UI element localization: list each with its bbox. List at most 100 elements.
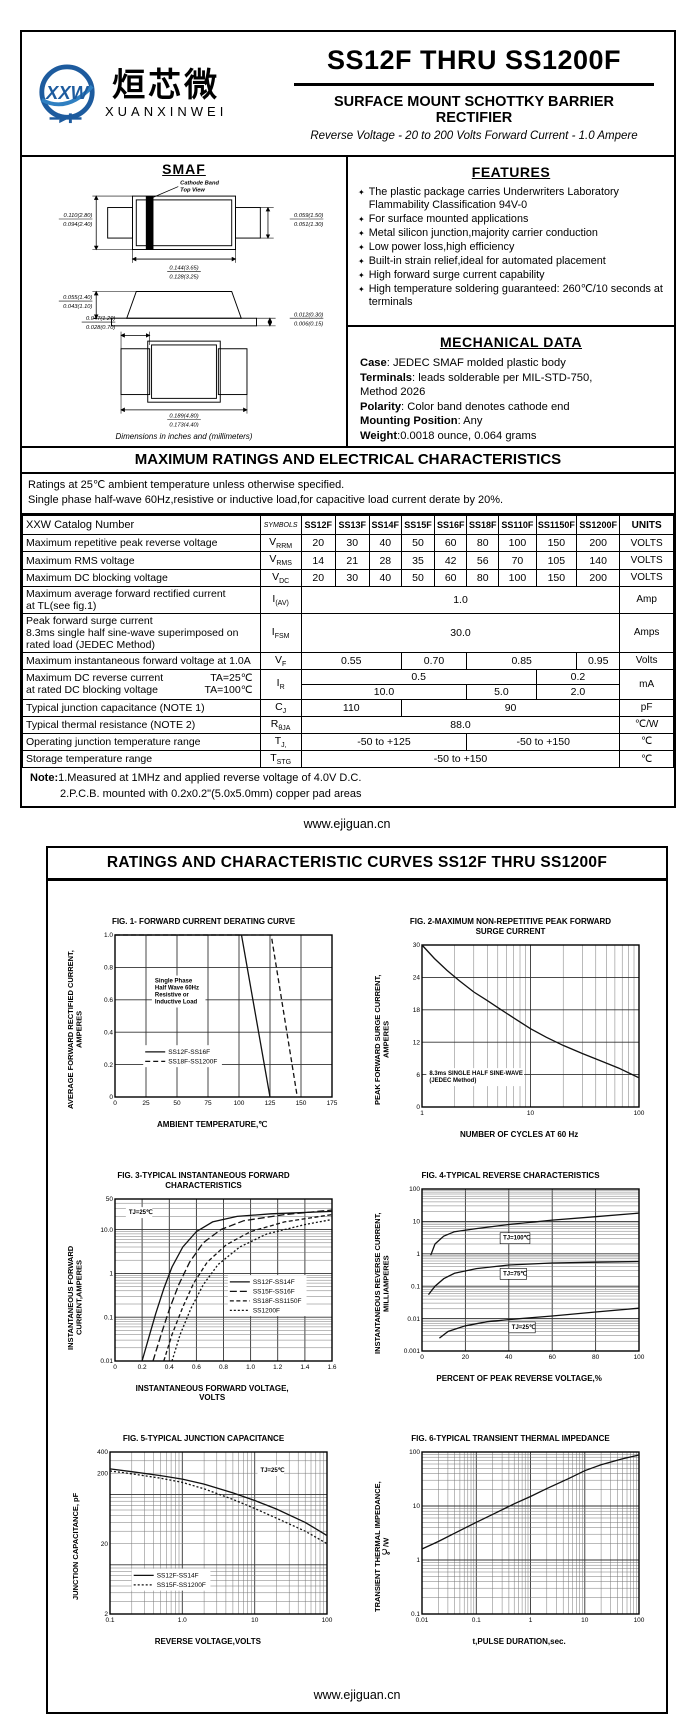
logo-icon: XXW <box>39 64 95 123</box>
value-cell: 0.2 <box>535 668 621 685</box>
series-transient-thermal-impedance <box>421 1454 639 1550</box>
row-symbol: TJ, <box>259 732 302 752</box>
fig2-title: FIG. 2-MAXIMUM NON-REPETITIVE PEAK FORWA… <box>409 917 612 936</box>
annotation-text: Single Phase <box>155 979 193 985</box>
x-tick-label: 10 <box>581 1617 589 1624</box>
series-SS12F-SS14F <box>110 1468 328 1537</box>
fig4-y-axis-label: INSTANTANEOUS REVERSE CURRENT, MILLIAMPE… <box>373 1212 391 1354</box>
y-tick-label: 10 <box>412 1219 420 1226</box>
row-label: Maximum RMS voltage <box>22 551 261 570</box>
fig4-figure: FIG. 4-TYPICAL REVERSE CHARACTERISTICS IN… <box>373 1171 646 1402</box>
fig3-x-axis-label: INSTANTANEOUS FORWARD VOLTAGE, VOLTS <box>135 1384 289 1402</box>
fig5-y-axis-label: JUNCTION CAPACITANCE, pF <box>70 1492 80 1600</box>
row-unit: VOLTS <box>619 568 674 587</box>
legend-label: SS1200F <box>252 1308 279 1315</box>
condition-line: Single phase half-wave 60Hz,resistive or… <box>28 494 504 507</box>
fig6-figure: FIG. 6-TYPICAL TRANSIENT THERMAL IMPEDAN… <box>373 1434 646 1646</box>
value-cell: 56 <box>466 551 500 570</box>
mechanical-lines: Case: JEDEC SMAF molded plastic body Term… <box>360 356 662 443</box>
x-tick-label: 0.01 <box>415 1617 428 1624</box>
fig1-chart: 0 25 50 75 100 125 150 175 0 0.2 0.4 0.6 0.8 1.0 SS12F… <box>104 932 338 1107</box>
value-cell: -50 to +150 <box>300 750 621 769</box>
annotation-text: (JEDEC Method) <box>429 1078 476 1084</box>
value-cell: 200 <box>576 568 621 587</box>
dim-label: 0.173(4.40) <box>169 423 198 427</box>
x-tick-label: 10 <box>527 1110 535 1117</box>
x-tick-label: 1.2 <box>273 1364 282 1371</box>
value-cell: 42 <box>434 551 468 570</box>
annotation-text: Resistive or <box>155 993 190 999</box>
annotation-text: TJ=25℃ <box>128 1209 152 1216</box>
row-symbol: VDC <box>259 568 302 587</box>
x-tick-label: 0.1 <box>106 1617 115 1624</box>
row-symbol: VRRM <box>259 534 302 553</box>
fig6-x-axis-label: t,PULSE DURATION,sec. <box>472 1637 566 1646</box>
smaf-outline-drawing: Cathode Band Top View 0.110(2.80) 0.094(2… <box>58 181 323 429</box>
fig1-title: FIG. 1- FORWARD CURRENT DERATING CURVE <box>111 917 296 926</box>
package-outline-panel: SMAF Cathode Band Top View 0.110(2.80) 0.… <box>22 157 348 446</box>
table-row: Maximum average forward rectified curren… <box>22 585 674 614</box>
fig6-y-axis-label: TRANSIENT THERMAL IMPEDANCE, ℃/W <box>373 1480 391 1612</box>
fig1-x-axis-label: AMBIENT TEMPERATURE,℃ <box>157 1120 268 1129</box>
y-tick-label: 24 <box>412 975 420 982</box>
dim-label: 0.189(4.80) <box>169 414 198 420</box>
value-cell: -50 to +150 <box>466 732 621 752</box>
y-tick-label: 1 <box>416 1557 420 1564</box>
annotation-box <box>499 1232 530 1245</box>
diode-symbol-icon <box>49 112 82 123</box>
row-unit: pF <box>619 698 674 717</box>
x-tick-label: 1.4 <box>300 1364 309 1371</box>
legend-label: SS12F-SS16F <box>168 1049 210 1056</box>
value-cell: 150 <box>535 534 578 553</box>
fig3-chart: 0 0.2 0.4 0.6 0.8 1.0 1.2 1.4 1.6 0.01 0.1 1 10.0 50 S… <box>100 1196 337 1371</box>
row-unit: Volts <box>619 651 674 670</box>
value-cell: 21 <box>334 551 370 570</box>
website-footer-2: www.ejiguan.cn <box>313 1688 401 1702</box>
value-cell: 88.0 <box>300 715 621 734</box>
x-tick-label: 80 <box>592 1354 600 1361</box>
x-tick-label: 50 <box>173 1100 181 1107</box>
x-tick-label: 1.0 <box>246 1364 255 1371</box>
dim-label: 0.144(3.65) <box>169 266 198 272</box>
row-label: Maximum DC blocking voltage <box>22 568 261 587</box>
x-tick-label: 1 <box>420 1110 424 1117</box>
series-surge-current <box>421 944 639 1079</box>
feature-item: ✦ For surface mounted applications <box>358 213 529 226</box>
series-SS12F-SS14F <box>141 1210 332 1362</box>
fig3-title: FIG. 3-TYPICAL INSTANTANEOUS FORWARD CHA… <box>117 1171 290 1190</box>
row-symbol: RθJA <box>259 715 302 734</box>
x-tick-label: 0.1 <box>471 1617 480 1624</box>
feature-item: ✦ The plastic package carries Underwriter… <box>358 186 619 212</box>
row-unit: ℃ <box>619 750 674 769</box>
mechanical-heading: MECHANICAL DATA <box>439 334 583 351</box>
part-header: SS16F <box>434 515 468 536</box>
device-subtitle: SURFACE MOUNT SCHOTTKY BARRIER RECTIFIER <box>333 94 615 127</box>
x-tick-label: 100 <box>633 1617 644 1624</box>
y-tick-label: 50 <box>105 1196 113 1203</box>
y-tick-label: 100 <box>409 1186 420 1193</box>
row-label: Typical junction capacitance (NOTE 1) <box>22 698 261 717</box>
features-list: ✦ The plastic package carries Underwriter… <box>358 186 664 309</box>
feature-item: ✦ High temperature soldering guaranteed: … <box>358 283 663 308</box>
features-heading: FEATURES <box>471 164 551 181</box>
part-number-title: SS12F THRU SS1200F <box>294 45 654 87</box>
y-tick-label: 400 <box>97 1449 108 1456</box>
x-tick-label: 75 <box>204 1100 212 1107</box>
value-cell: 30 <box>334 534 370 553</box>
table-row: Peak forward surge current 8.3ms single h… <box>22 612 674 653</box>
value-cell: 14 <box>300 551 336 570</box>
website-footer-1: www.ejiguan.cn <box>303 817 391 831</box>
dim-label: 0.028(0.70) <box>86 325 115 331</box>
annotation-text: TJ=25℃ <box>511 1324 535 1331</box>
row-unit: Amps <box>619 612 674 653</box>
x-tick-label: 0.8 <box>219 1364 228 1371</box>
curves-page-2: RATINGS AND CHARACTERISTIC CURVES SS12F … <box>46 846 668 1714</box>
dim-label: 0.051(1.30) <box>294 222 323 228</box>
fig6-title: FIG. 6-TYPICAL TRANSIENT THERMAL IMPEDAN… <box>411 1434 610 1443</box>
annotation-box <box>499 1268 527 1280</box>
value-cell: 110 <box>300 698 402 717</box>
annotation-box <box>257 1464 285 1476</box>
legend-label: SS15F-SS1200F <box>157 1582 206 1589</box>
fig4-title: FIG. 4-TYPICAL REVERSE CHARACTERISTICS <box>421 1171 600 1180</box>
y-tick-label: 0.4 <box>104 1029 113 1036</box>
